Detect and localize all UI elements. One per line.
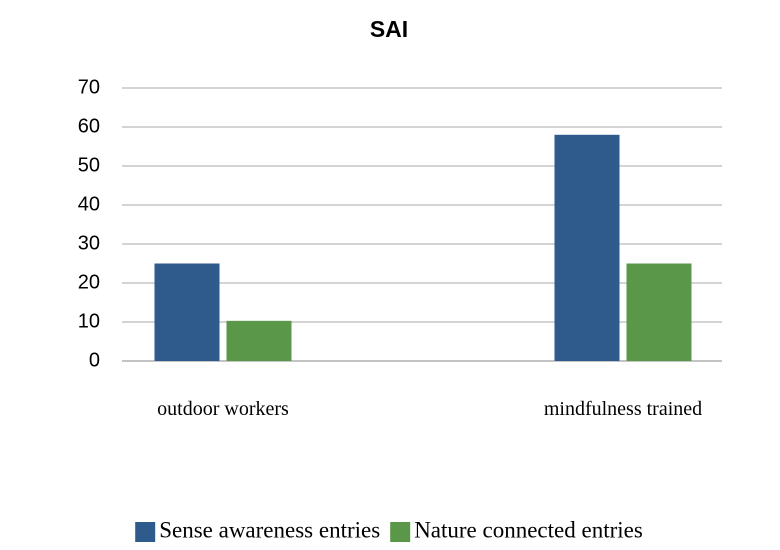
legend-label: Nature connected entries bbox=[414, 517, 643, 542]
legend-label: Sense awareness entries bbox=[159, 517, 380, 542]
y-tick-label: 50 bbox=[78, 154, 100, 176]
y-tick-label: 60 bbox=[78, 115, 100, 137]
y-tick-label: 70 bbox=[78, 76, 100, 98]
x-tick-label: mindfulness trained bbox=[543, 398, 703, 420]
y-tick-label: 10 bbox=[78, 310, 100, 332]
y-tick-label: 20 bbox=[78, 271, 100, 293]
x-tick-label: outdoor workers bbox=[157, 398, 289, 420]
legend-swatch bbox=[390, 522, 411, 542]
legend-swatch bbox=[135, 522, 156, 542]
chart-title: SAI bbox=[370, 16, 408, 42]
bar bbox=[226, 320, 292, 361]
y-tick-label: 30 bbox=[78, 232, 100, 254]
bar bbox=[626, 263, 692, 361]
y-tick-label: 40 bbox=[78, 193, 100, 215]
bar bbox=[154, 263, 220, 361]
bar bbox=[554, 134, 620, 361]
y-tick-label: 0 bbox=[89, 349, 100, 371]
